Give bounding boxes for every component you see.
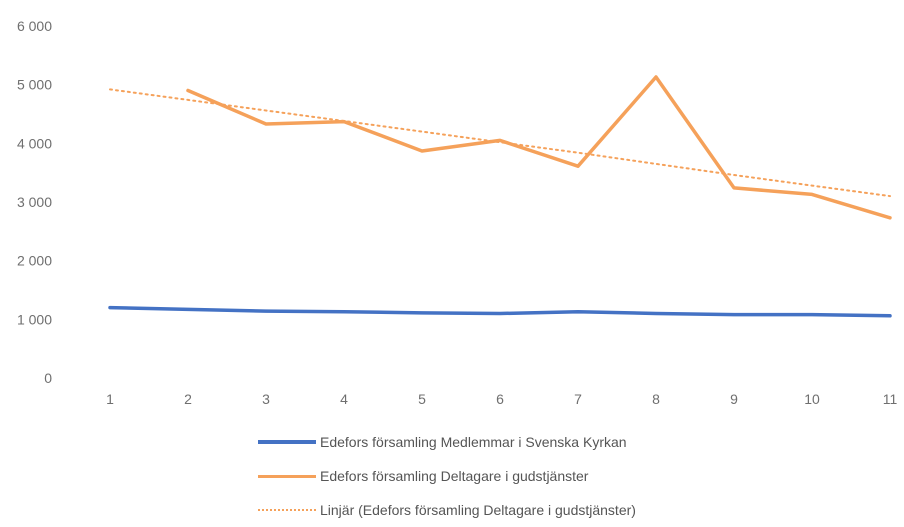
x-tick-label: 7 bbox=[574, 391, 582, 407]
legend-swatch-trendline bbox=[258, 509, 316, 511]
x-tick-label: 2 bbox=[184, 391, 192, 407]
x-tick-label: 11 bbox=[883, 391, 898, 407]
x-tick-label: 9 bbox=[730, 391, 738, 407]
x-tick-label: 8 bbox=[652, 391, 660, 407]
y-tick-label: 4 000 bbox=[17, 135, 52, 151]
y-tick-label: 3 000 bbox=[17, 194, 52, 210]
y-tick-label: 2 000 bbox=[17, 253, 52, 269]
series-lines bbox=[108, 75, 892, 318]
legend-swatch-members bbox=[258, 440, 316, 444]
legend-label-members: Edefors församling Medlemmar i Svenska K… bbox=[320, 434, 627, 450]
series-line-members bbox=[108, 305, 892, 318]
x-tick-label: 5 bbox=[418, 391, 426, 407]
legend: Edefors församling Medlemmar i Svenska K… bbox=[258, 425, 858, 527]
line-chart: 0 1 000 2 000 3 000 4 000 5 000 6 000 1 2 3 4 5 6 7 8… bbox=[17, 18, 898, 407]
legend-label-attendance: Edefors församling Deltagare i gudstjäns… bbox=[320, 468, 589, 484]
y-tick-label: 6 000 bbox=[17, 18, 52, 34]
x-tick-label: 6 bbox=[496, 391, 504, 407]
y-tick-label: 1 000 bbox=[17, 311, 52, 327]
x-axis-ticks: 1 2 3 4 5 6 7 8 9 10 11 bbox=[106, 391, 897, 407]
trendline bbox=[109, 88, 891, 198]
x-tick-label: 1 bbox=[106, 391, 114, 407]
legend-swatch-attendance bbox=[258, 474, 316, 478]
y-tick-label: 0 bbox=[44, 370, 52, 386]
x-tick-label: 10 bbox=[804, 391, 820, 407]
legend-item-trendline: Linjär (Edefors församling Deltagare i g… bbox=[258, 493, 858, 527]
x-tick-label: 3 bbox=[262, 391, 270, 407]
y-axis-ticks: 0 1 000 2 000 3 000 4 000 5 000 6 000 bbox=[17, 18, 52, 386]
legend-item-attendance: Edefors församling Deltagare i gudstjäns… bbox=[258, 459, 858, 493]
series-line-attendance bbox=[186, 75, 892, 220]
x-tick-label: 4 bbox=[340, 391, 348, 407]
legend-label-trendline: Linjär (Edefors församling Deltagare i g… bbox=[320, 502, 636, 518]
legend-item-members: Edefors församling Medlemmar i Svenska K… bbox=[258, 425, 858, 459]
y-tick-label: 5 000 bbox=[17, 77, 52, 93]
